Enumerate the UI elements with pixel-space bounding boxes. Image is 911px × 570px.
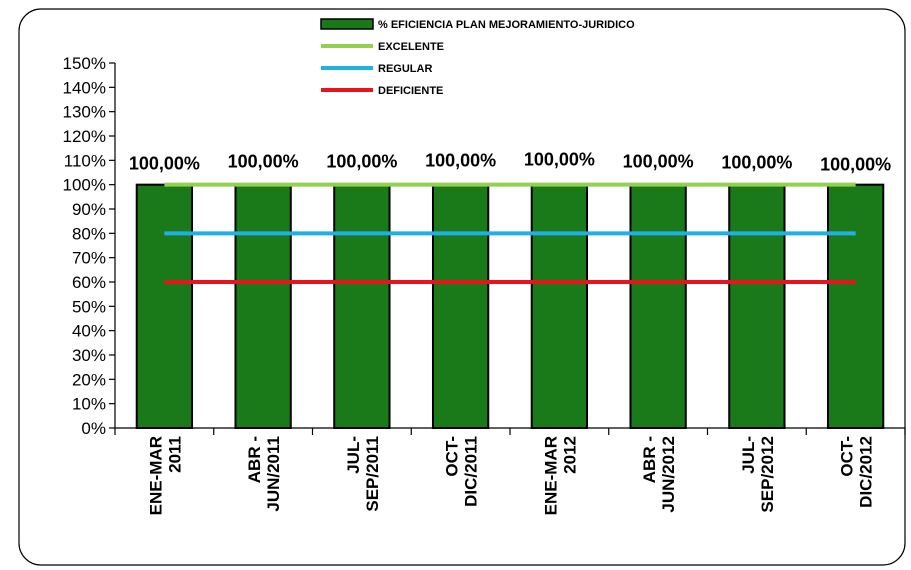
y-tick-label: 100% xyxy=(63,176,106,195)
y-tick-labels: 0% 10% 20% 30% 40% 50% 60% 70% 80% 90% 100% 110% 120… xyxy=(63,54,106,438)
x-category-label: ABR -JUN/2012 xyxy=(640,436,678,513)
x-category-label: ABR -JUN/2011 xyxy=(245,436,283,512)
data-label: 100,00% xyxy=(820,155,891,175)
legend-label: EXCELENTE xyxy=(378,41,444,53)
y-tick-label: 150% xyxy=(63,54,106,73)
bars-layer xyxy=(135,183,885,429)
data-label: 100,00% xyxy=(129,154,200,174)
legend: % EFICIENCIA PLAN MEJORAMIENTO-JURIDICO E… xyxy=(320,18,635,97)
bar xyxy=(728,183,786,429)
y-tick-label: 80% xyxy=(72,224,106,243)
y-tick-label: 50% xyxy=(72,297,106,316)
y-tick-label: 90% xyxy=(72,200,106,219)
y-tick-label: 120% xyxy=(63,127,106,146)
bar xyxy=(629,183,687,429)
x-category-label: OCT-DIC/2012 xyxy=(838,436,876,508)
legend-label: % EFICIENCIA PLAN MEJORAMIENTO-JURIDICO xyxy=(378,19,635,31)
bar xyxy=(333,183,391,429)
bar xyxy=(135,183,194,429)
x-tick-labels: ENE-MAR2011 ABR -JUN/2011 JUL-SEP/2011 OCT-… xyxy=(146,436,875,515)
y-tick-label: 140% xyxy=(63,78,106,97)
data-label: 100,00% xyxy=(524,150,595,170)
bar xyxy=(530,183,589,429)
y-tick-label: 20% xyxy=(72,370,106,389)
legend-label: REGULAR xyxy=(378,63,432,75)
x-category-label: ENE-MAR2012 xyxy=(541,436,579,515)
bar xyxy=(431,183,490,429)
legend-label: DEFICIENTE xyxy=(378,85,443,97)
y-tick-label: 30% xyxy=(72,346,106,365)
lines-layer xyxy=(164,182,856,284)
legend-swatch xyxy=(320,18,374,30)
x-category-label: JUL-SEP/2011 xyxy=(344,436,382,512)
x-category-label: ENE-MAR2011 xyxy=(146,436,184,515)
data-label: 100,00% xyxy=(623,152,694,172)
x-category-label: OCT-DIC/2011 xyxy=(443,436,481,507)
y-tick-label: 40% xyxy=(72,322,106,341)
chart-frame: 0% 10% 20% 30% 40% 50% 60% 70% 80% 90% 100% 110% 120… xyxy=(18,8,908,568)
data-labels: 100,00% 100,00% 100,00% 100,00% 100,00% 100,0… xyxy=(129,150,891,175)
y-tick-label: 130% xyxy=(63,103,106,122)
bar xyxy=(234,183,292,429)
y-tick-label: 10% xyxy=(72,395,106,414)
y-tick-label: 70% xyxy=(72,249,106,268)
y-tick-label: 110% xyxy=(64,151,106,170)
data-label: 100,00% xyxy=(228,152,299,172)
data-label: 100,00% xyxy=(425,151,496,171)
y-tick-label: 0% xyxy=(81,419,106,438)
axes-layer xyxy=(109,62,906,435)
data-label: 100,00% xyxy=(721,153,792,173)
chart-svg: 0% 10% 20% 30% 40% 50% 60% 70% 80% 90% 100% 110% 120… xyxy=(18,8,906,566)
y-tick-label: 60% xyxy=(72,273,106,292)
data-label: 100,00% xyxy=(326,152,397,172)
bar xyxy=(826,183,885,429)
x-category-label: JUL-SEP/2012 xyxy=(739,436,777,513)
